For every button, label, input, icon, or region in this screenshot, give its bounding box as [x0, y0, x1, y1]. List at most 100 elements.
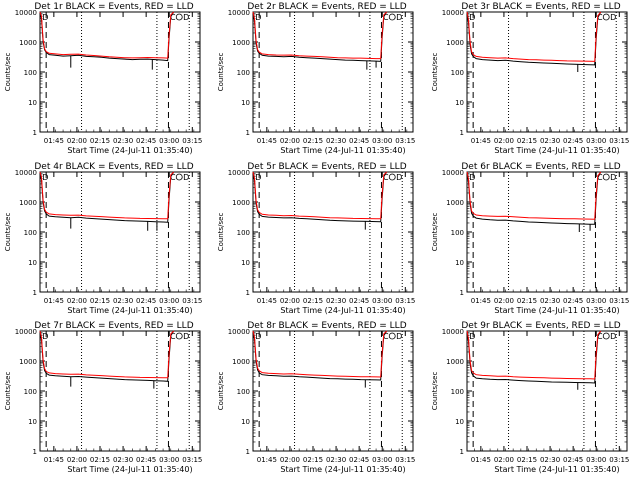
- y-tick-label: 1: [460, 129, 464, 137]
- x-tick-label: 02:45: [136, 137, 156, 145]
- x-tick-label: 02:00: [280, 456, 300, 464]
- saa-marker-circle: [602, 173, 610, 181]
- x-tick-label: 02:15: [517, 456, 537, 464]
- x-tick-label: 02:00: [280, 137, 300, 145]
- series-line-lld: [39, 11, 175, 59]
- saa-marker-circle: [388, 13, 396, 21]
- plot-frame: [39, 11, 201, 133]
- saa-marker-circle: [602, 332, 610, 340]
- y-tick-label: 100: [24, 69, 37, 77]
- saa-boundary-label: D: [183, 13, 189, 22]
- x-tick-label: 03:15: [609, 456, 629, 464]
- x-tick-label: 02:45: [563, 297, 583, 305]
- y-tick-label: 1000: [232, 39, 250, 47]
- chart-panel-2: Det 2r BLACK = Events, RED = LLD 1 10 100 10…: [217, 2, 415, 155]
- x-tick-label: 02:15: [90, 137, 110, 145]
- x-tick-label: 03:00: [586, 297, 606, 305]
- x-tick-label: 02:15: [90, 297, 110, 305]
- y-tick-label: 10: [241, 418, 250, 426]
- x-tick-label: 03:15: [395, 456, 415, 464]
- chart-panel-1: Det 1r BLACK = Events, RED = LLD 1 10 100 10…: [4, 2, 202, 155]
- chart-panel-7: Det 7r BLACK = Events, RED = LLD 1 10 100 10…: [4, 321, 202, 474]
- x-tick-label: 02:15: [517, 137, 537, 145]
- x-tick-label: 02:30: [113, 137, 133, 145]
- y-tick-label: 10000: [228, 169, 250, 177]
- saa-marker-circle: [175, 173, 183, 181]
- x-tick-label: 02:30: [326, 297, 346, 305]
- x-axis-label: Start Time (24-Jul-11 01:35:40): [67, 146, 192, 155]
- y-tick-label: 1: [246, 448, 250, 456]
- y-tick-label: 1: [246, 289, 250, 297]
- y-axis-label: Counts/sec: [431, 372, 439, 411]
- y-axis-label: Counts/sec: [4, 53, 12, 92]
- y-tick-label: 100: [24, 388, 37, 396]
- y-tick-label: 1000: [19, 358, 37, 366]
- series-line-lld: [39, 171, 175, 220]
- y-tick-label: 10000: [15, 169, 37, 177]
- y-tick-label: 1000: [446, 358, 464, 366]
- y-axis-label: Counts/sec: [4, 213, 12, 252]
- chart-title: Det 1r BLACK = Events, RED = LLD: [34, 2, 193, 12]
- y-tick-label: 10: [28, 418, 37, 426]
- y-tick-label: 1000: [19, 39, 37, 47]
- x-tick-label: 02:00: [494, 137, 514, 145]
- x-tick-label: 02:30: [540, 137, 560, 145]
- x-tick-label: 01:45: [471, 137, 491, 145]
- plot-frame: [39, 330, 201, 452]
- saa-marker-circle: [175, 332, 183, 340]
- saa-boundary-label: D: [396, 332, 402, 341]
- x-axis-label: Start Time (24-Jul-11 01:35:40): [67, 306, 192, 315]
- saa-boundary-label: D: [42, 173, 48, 182]
- y-tick-label: 100: [237, 69, 250, 77]
- saa-marker-circle: [175, 13, 183, 21]
- y-tick-label: 10: [241, 99, 250, 107]
- x-tick-label: 01:45: [257, 297, 277, 305]
- x-tick-label: 03:15: [182, 456, 202, 464]
- x-axis-label: Start Time (24-Jul-11 01:35:40): [494, 306, 619, 315]
- chart-panel-8: Det 8r BLACK = Events, RED = LLD 1 10 100 10…: [217, 321, 415, 474]
- x-axis-label: Start Time (24-Jul-11 01:35:40): [494, 146, 619, 155]
- saa-boundary-label: D: [255, 13, 261, 22]
- saa-boundary-label: C: [383, 13, 389, 22]
- y-tick-label: 1000: [446, 39, 464, 47]
- x-tick-label: 02:45: [349, 456, 369, 464]
- series-line-events: [466, 11, 602, 66]
- x-tick-label: 03:15: [182, 297, 202, 305]
- plot-frame: [466, 171, 628, 293]
- x-tick-label: 01:45: [471, 456, 491, 464]
- chart-title: Det 2r BLACK = Events, RED = LLD: [247, 2, 406, 12]
- x-tick-label: 02:15: [90, 456, 110, 464]
- series-line-events: [252, 11, 388, 62]
- x-tick-label: 02:00: [67, 456, 87, 464]
- chart-title: Det 8r BLACK = Events, RED = LLD: [247, 321, 406, 331]
- y-tick-label: 10000: [442, 169, 464, 177]
- saa-boundary-label: D: [183, 332, 189, 341]
- y-tick-label: 1000: [232, 358, 250, 366]
- plot-frame: [466, 330, 628, 452]
- y-tick-label: 10000: [228, 9, 250, 17]
- saa-boundary-label: D: [396, 173, 402, 182]
- chart-title: Det 6r BLACK = Events, RED = LLD: [461, 162, 620, 172]
- x-tick-label: 03:00: [372, 137, 392, 145]
- y-tick-label: 100: [237, 229, 250, 237]
- x-tick-label: 03:00: [159, 456, 179, 464]
- y-tick-label: 100: [237, 388, 250, 396]
- chart-title: Det 7r BLACK = Events, RED = LLD: [34, 321, 193, 331]
- chart-panel-6: Det 6r BLACK = Events, RED = LLD 1 10 100 10…: [431, 162, 629, 315]
- x-tick-label: 02:00: [494, 297, 514, 305]
- y-tick-label: 10000: [228, 328, 250, 336]
- x-tick-label: 01:45: [257, 456, 277, 464]
- x-tick-label: 02:15: [517, 297, 537, 305]
- plot-frame: [252, 330, 414, 452]
- y-tick-label: 1: [460, 448, 464, 456]
- series-line-lld: [466, 171, 602, 220]
- x-axis-label: Start Time (24-Jul-11 01:35:40): [280, 146, 405, 155]
- saa-boundary-label: D: [183, 173, 189, 182]
- y-tick-label: 1000: [232, 199, 250, 207]
- saa-boundary-label: C: [597, 13, 603, 22]
- x-axis-label: Start Time (24-Jul-11 01:35:40): [280, 306, 405, 315]
- series-line-events: [39, 171, 175, 223]
- x-tick-label: 02:45: [136, 297, 156, 305]
